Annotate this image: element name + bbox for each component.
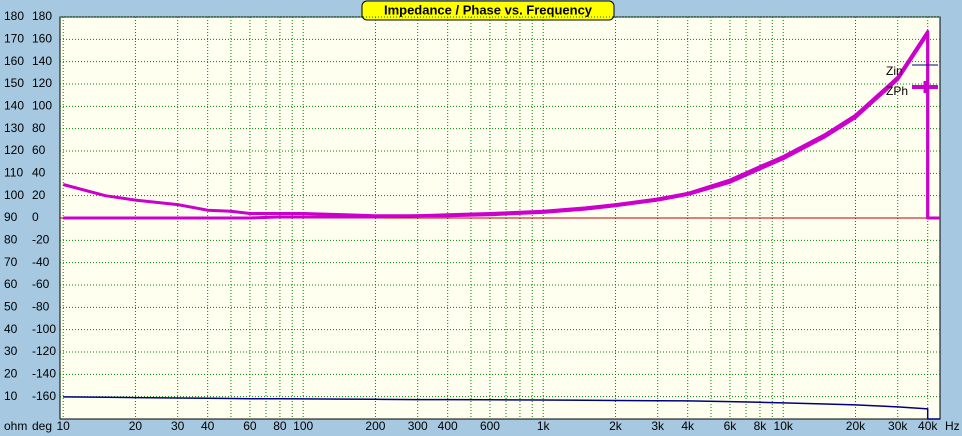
y2-tick-label: -80 (32, 300, 50, 314)
y2-tick-label: -120 (32, 344, 56, 358)
x-tick-label: 8k (754, 419, 768, 433)
y2-tick-label: -160 (32, 389, 56, 403)
y-tick-label: 10 (4, 389, 18, 403)
y-tick-label: 130 (4, 121, 24, 135)
y2-tick-label: 60 (32, 143, 46, 157)
y-tick-label: 30 (4, 344, 18, 358)
x-tick-label: 10k (774, 419, 794, 433)
y-tick-label: 40 (4, 322, 18, 336)
y-tick-label: 80 (4, 233, 18, 247)
x-tick-label: 1k (537, 419, 551, 433)
x-tick-label: 200 (365, 419, 385, 433)
y2-tick-label: 0 (32, 210, 39, 224)
y-axis-label: ohm (4, 419, 27, 433)
y-tick-label: 100 (4, 188, 24, 202)
y-tick-label: 120 (4, 143, 24, 157)
y2-tick-label: -100 (32, 322, 56, 336)
y2-tick-label: 80 (32, 121, 46, 135)
y2-tick-label: -20 (32, 233, 50, 247)
y2-tick-label: 120 (32, 76, 52, 90)
legend-label: Zin (886, 64, 903, 78)
x-tick-label: 20k (846, 419, 866, 433)
legend-label: ZPh (886, 84, 908, 98)
y-tick-label: 170 (4, 32, 24, 46)
x-tick-label: 100 (293, 419, 313, 433)
x-tick-label: 80 (273, 419, 287, 433)
y2-tick-label: -140 (32, 367, 56, 381)
y2-tick-label: 100 (32, 99, 52, 113)
x-tick-label: 40k (918, 419, 938, 433)
x-tick-label: 3k (651, 419, 665, 433)
y-tick-label: 90 (4, 210, 18, 224)
y2-tick-label: -60 (32, 277, 50, 291)
y2-tick-label: -40 (32, 255, 50, 269)
series-line (63, 32, 940, 220)
y2-axis-label: deg (32, 419, 52, 433)
y-tick-label: 150 (4, 76, 24, 90)
y-tick-label: 160 (4, 54, 24, 68)
chart-title: Impedance / Phase vs. Frequency (384, 2, 593, 17)
y2-tick-label: 40 (32, 166, 46, 180)
x-tick-label: 40 (201, 419, 215, 433)
title-box (361, 0, 615, 21)
y2-tick-label: 140 (32, 54, 52, 68)
x-tick-label: 600 (480, 419, 500, 433)
series-line (63, 396, 940, 420)
x-tick-label: 300 (408, 419, 428, 433)
x-tick-label: 30 (171, 419, 185, 433)
y-tick-label: 20 (4, 367, 18, 381)
x-tick-label: 10 (56, 419, 70, 433)
y-tick-label: 50 (4, 300, 18, 314)
x-tick-label: 4k (681, 419, 695, 433)
x-tick-label: 2k (609, 419, 623, 433)
y-tick-label: 140 (4, 99, 24, 113)
y-tick-label: 70 (4, 255, 18, 269)
x-axis-label: Hz (945, 419, 960, 433)
y-tick-label: 180 (4, 9, 24, 23)
y2-tick-label: 180 (32, 9, 52, 23)
y-tick-label: 60 (4, 277, 18, 291)
y2-tick-label: 160 (32, 32, 52, 46)
y2-tick-label: 20 (32, 188, 46, 202)
x-tick-label: 60 (243, 419, 257, 433)
x-tick-label: 6k (724, 419, 738, 433)
x-tick-label: 20 (129, 419, 143, 433)
x-tick-label: 400 (438, 419, 458, 433)
x-tick-label: 30k (888, 419, 908, 433)
y-tick-label: 110 (4, 166, 23, 180)
